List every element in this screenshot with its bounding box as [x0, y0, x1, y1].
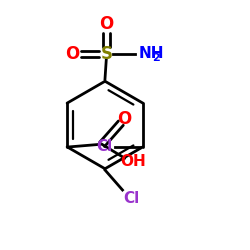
Text: O: O	[65, 45, 79, 63]
Text: Cl: Cl	[123, 191, 139, 206]
Text: 2: 2	[152, 53, 160, 63]
Text: S: S	[100, 45, 112, 63]
Text: O: O	[117, 110, 131, 128]
Text: Cl: Cl	[96, 140, 112, 154]
Text: OH: OH	[120, 154, 146, 170]
Text: O: O	[99, 15, 114, 33]
Text: NH: NH	[139, 46, 164, 60]
